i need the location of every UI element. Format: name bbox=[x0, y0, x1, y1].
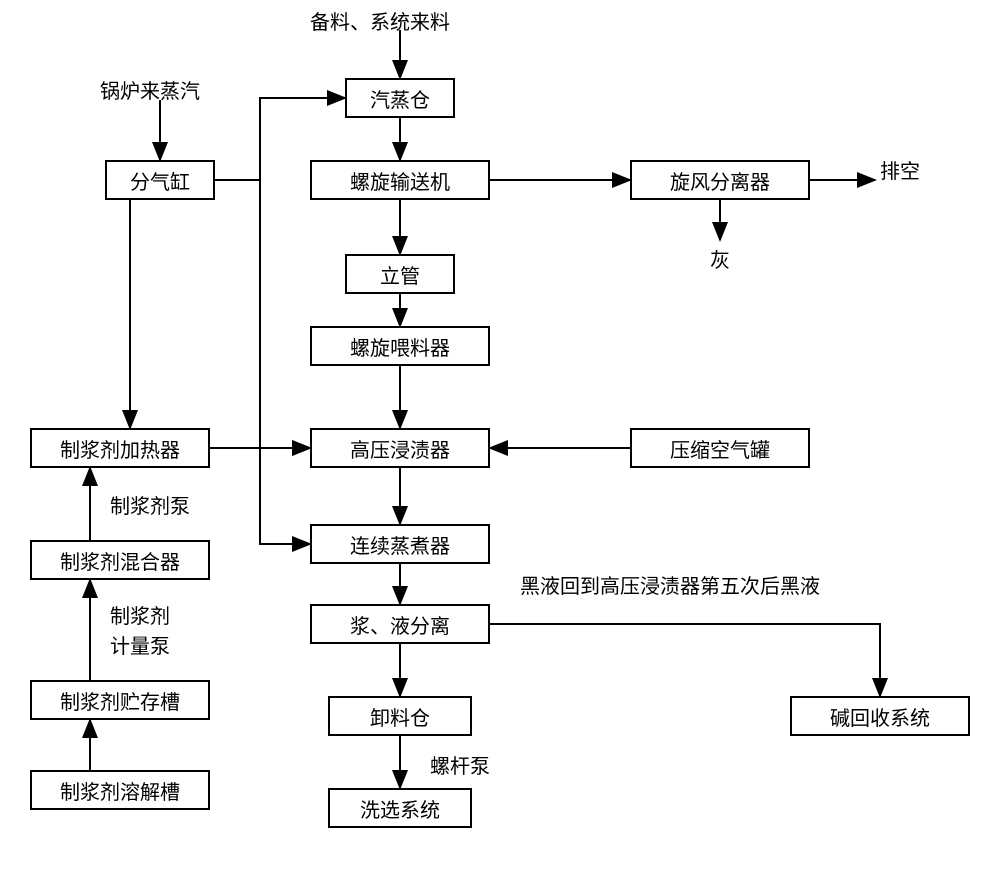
node-dischBin: 卸料仓 bbox=[328, 696, 472, 736]
label-agentPump: 制浆剂泵 bbox=[110, 490, 190, 519]
node-steamBin: 汽蒸仓 bbox=[345, 78, 455, 118]
label-ash: 灰 bbox=[710, 244, 730, 273]
edge-sepToAlkali bbox=[490, 624, 880, 696]
node-airTank: 压缩空气罐 bbox=[630, 428, 810, 468]
node-agentMixer: 制浆剂混合器 bbox=[30, 540, 210, 580]
node-gasDist: 分气缸 bbox=[105, 160, 215, 200]
label-feedLabel: 备料、系统来料 bbox=[310, 6, 450, 35]
edge-gasToHP bbox=[215, 180, 310, 448]
node-agentDissolve: 制浆剂溶解槽 bbox=[30, 770, 210, 810]
node-screwFeeder: 螺旋喂料器 bbox=[310, 326, 490, 366]
node-alkaliRec: 碱回收系统 bbox=[790, 696, 970, 736]
node-screwConv: 螺旋输送机 bbox=[310, 160, 490, 200]
node-hpImpreg: 高压浸渍器 bbox=[310, 428, 490, 468]
node-riser: 立管 bbox=[345, 254, 455, 294]
node-pulpLiqSep: 浆、液分离 bbox=[310, 604, 490, 644]
label-meterPump1: 制浆剂 bbox=[110, 600, 170, 629]
node-cyclone: 旋风分离器 bbox=[630, 160, 810, 200]
edge-gasToDigest bbox=[215, 180, 310, 544]
node-washSys: 洗选系统 bbox=[328, 788, 472, 828]
label-boilerSteam: 锅炉来蒸汽 bbox=[100, 75, 200, 104]
node-contDigester: 连续蒸煮器 bbox=[310, 524, 490, 564]
label-exhaust: 排空 bbox=[880, 155, 920, 184]
label-screwPump: 螺杆泵 bbox=[430, 750, 490, 779]
node-agentHeater: 制浆剂加热器 bbox=[30, 428, 210, 468]
label-blackLiquor: 黑液回到高压浸渍器第五次后黑液 bbox=[520, 570, 820, 599]
label-meterPump2: 计量泵 bbox=[110, 630, 170, 659]
node-agentStore: 制浆剂贮存槽 bbox=[30, 680, 210, 720]
